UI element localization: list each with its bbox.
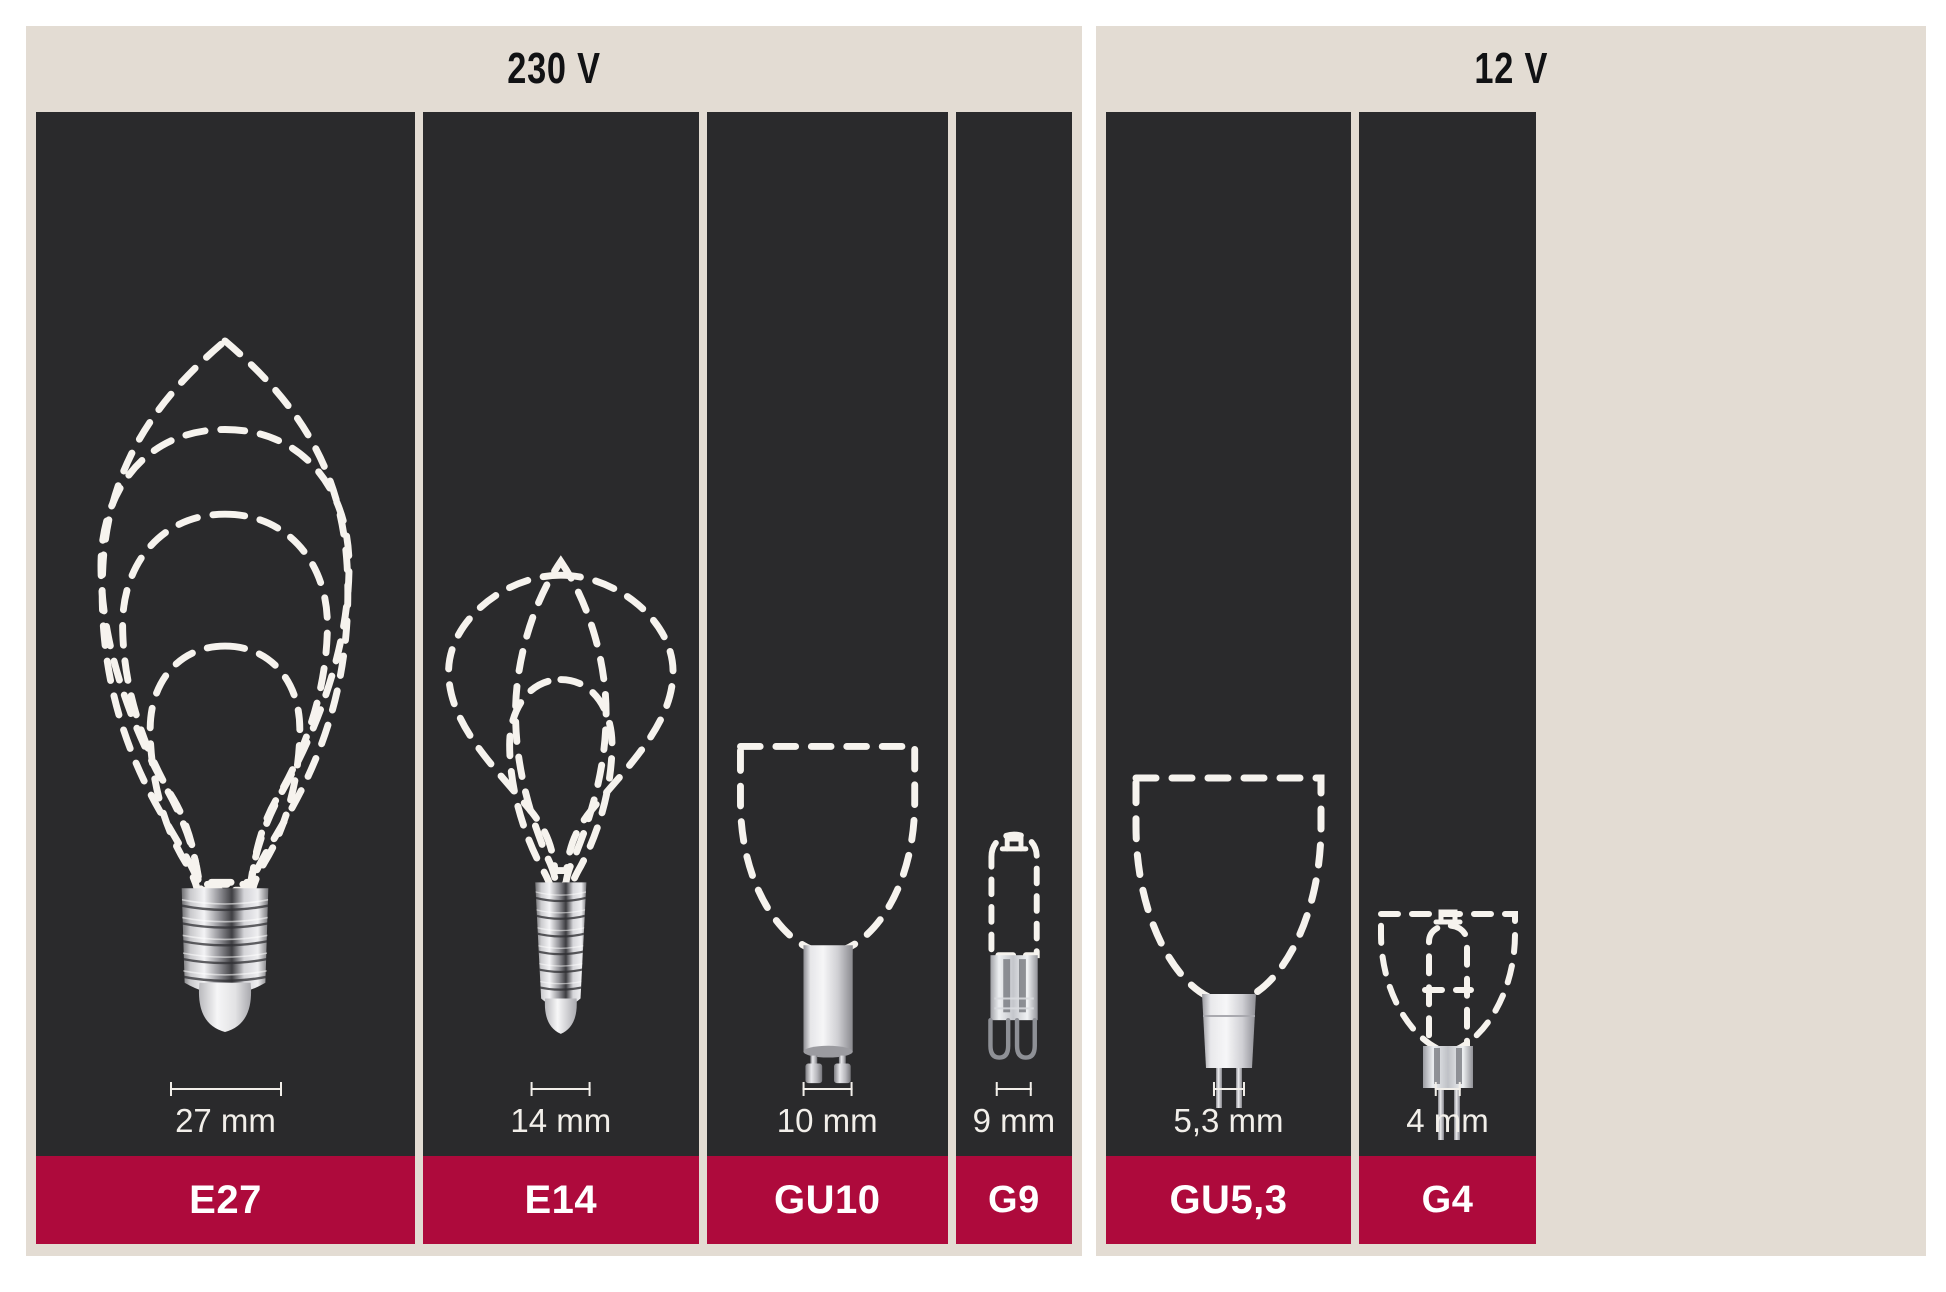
g4-bi-pin-base-icon — [1423, 1046, 1473, 1140]
stage-g9: 9 mm — [955, 112, 1072, 1156]
g9-loop-pin-base-icon — [988, 955, 1038, 1060]
base-label-e14: E14 — [423, 1156, 699, 1244]
measure-bar-gu53 — [1212, 1082, 1245, 1096]
column-e27[interactable]: 27 mm E27 — [36, 112, 415, 1244]
measure-g4: 4 mm — [1406, 1082, 1489, 1140]
dimension-label-gu53: 5,3 mm — [1173, 1102, 1284, 1139]
stage-e27: 27 mm — [36, 112, 415, 1156]
measure-gu10: 10 mm — [777, 1082, 878, 1140]
column-gu10[interactable]: 10 mm GU10 — [706, 112, 948, 1244]
measure-e14: 14 mm — [510, 1082, 611, 1140]
column-e14[interactable]: 14 mm E14 — [423, 112, 699, 1244]
column-g9[interactable]: 9 mm G9 — [955, 112, 1072, 1244]
columns-12v: 5,3 mm GU5,3 — [1096, 112, 1926, 1256]
measure-gu53: 5,3 mm — [1173, 1082, 1284, 1140]
voltage-label-12v: 12 V — [1474, 44, 1548, 93]
measure-bar-gu10 — [802, 1082, 853, 1096]
group-header-12v: 12 V — [1096, 26, 1926, 112]
measure-bar-g4 — [1434, 1082, 1461, 1096]
stage-gu53: 5,3 mm — [1106, 112, 1351, 1156]
column-g4[interactable]: 4 mm G4 — [1359, 112, 1536, 1244]
dimension-label-e27: 27 mm — [175, 1102, 276, 1139]
base-label-g4: G4 — [1359, 1156, 1536, 1244]
voltage-label-230v: 230 V — [507, 44, 601, 93]
voltage-group-230v: 230 V — [26, 26, 1082, 1256]
stage-g4: 4 mm — [1359, 112, 1536, 1156]
gu53-bi-pin-base-icon — [1202, 994, 1256, 1108]
g9-capsule-outline-icon — [988, 831, 1040, 959]
base-label-e27: E27 — [36, 1156, 415, 1244]
group-header-230v: 230 V — [26, 26, 1082, 112]
base-label-gu53: GU5,3 — [1106, 1156, 1351, 1244]
column-gu53[interactable]: 5,3 mm GU5,3 — [1106, 112, 1351, 1244]
columns-230v: 27 mm E27 — [26, 112, 1082, 1256]
stage-gu10: 10 mm — [706, 112, 948, 1156]
dimension-label-e14: 14 mm — [510, 1102, 612, 1139]
measure-g9: 9 mm — [972, 1082, 1056, 1140]
base-label-g9: G9 — [955, 1156, 1072, 1244]
measure-bar-g9 — [995, 1082, 1032, 1096]
dimension-label-g4: 4 mm — [1406, 1102, 1489, 1139]
e14-screw-base-icon — [535, 882, 587, 1034]
e27-screw-base-icon — [181, 888, 269, 1032]
base-label-gu10: GU10 — [706, 1156, 948, 1244]
dimension-label-g9: 9 mm — [972, 1102, 1056, 1139]
stage-e14: 14 mm — [423, 112, 699, 1156]
voltage-group-12v: 12 V — [1096, 26, 1926, 1256]
measure-bar-e14 — [530, 1082, 591, 1096]
measure-e27: 27 mm — [169, 1082, 282, 1140]
dimension-label-gu10: 10 mm — [776, 1102, 878, 1139]
measure-bar-e27 — [169, 1082, 282, 1096]
gu10-twist-base-icon — [803, 945, 853, 1084]
